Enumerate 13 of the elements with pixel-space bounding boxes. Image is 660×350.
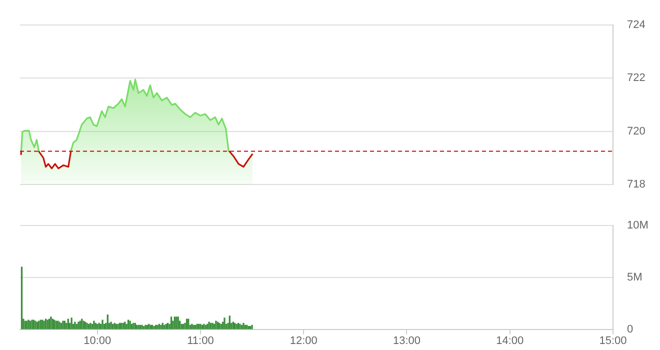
x-tick-label: 13:00	[392, 335, 421, 348]
x-tick-label: 12:00	[290, 335, 318, 348]
x-tick-label: 10:00	[84, 335, 112, 348]
y-tick-label: 5M	[627, 272, 642, 284]
y-tick-label: 0	[627, 323, 634, 336]
y-tick-label: 722	[627, 72, 646, 84]
y-tick-label: 10M	[627, 220, 648, 232]
x-tick-label: 15:00	[599, 335, 627, 348]
y-tick-label: 720	[627, 125, 646, 138]
x-tick-label: 11:00	[187, 335, 214, 348]
y-tick-label: 718	[627, 178, 646, 190]
y-tick-label: 724	[627, 19, 646, 32]
x-tick-label: 14:00	[496, 335, 524, 348]
